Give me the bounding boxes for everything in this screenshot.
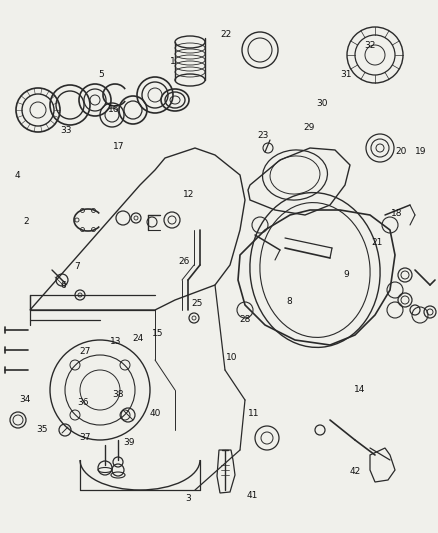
- Text: 20: 20: [395, 148, 406, 156]
- Text: 36: 36: [78, 398, 89, 407]
- Text: 21: 21: [371, 238, 382, 247]
- Text: 28: 28: [240, 316, 251, 324]
- Text: 14: 14: [353, 385, 365, 393]
- Text: 35: 35: [36, 425, 47, 433]
- Text: 13: 13: [110, 337, 122, 345]
- Text: 4: 4: [15, 172, 20, 180]
- Text: 9: 9: [343, 270, 349, 279]
- Text: 38: 38: [113, 390, 124, 399]
- Text: 7: 7: [74, 262, 80, 271]
- Text: 5: 5: [98, 70, 104, 79]
- Text: 10: 10: [226, 353, 238, 361]
- Text: 3: 3: [185, 494, 191, 503]
- Text: 16: 16: [108, 105, 120, 114]
- Text: 32: 32: [364, 41, 376, 50]
- Text: 31: 31: [340, 70, 352, 79]
- Text: 2: 2: [24, 217, 29, 225]
- Text: 33: 33: [60, 126, 71, 135]
- Text: 22: 22: [220, 30, 231, 39]
- Text: 1: 1: [170, 57, 176, 66]
- Text: 11: 11: [248, 409, 260, 417]
- Text: 34: 34: [19, 395, 31, 404]
- Text: 12: 12: [183, 190, 194, 199]
- Text: 23: 23: [257, 132, 268, 140]
- Text: 24: 24: [132, 334, 144, 343]
- Text: 8: 8: [286, 297, 292, 305]
- Text: 29: 29: [303, 124, 314, 132]
- Text: 27: 27: [80, 348, 91, 356]
- Text: 19: 19: [415, 148, 426, 156]
- Text: 17: 17: [113, 142, 124, 151]
- Text: 18: 18: [391, 209, 402, 217]
- Text: 26: 26: [178, 257, 190, 265]
- Text: 37: 37: [80, 433, 91, 441]
- Text: 6: 6: [60, 281, 67, 289]
- Text: 30: 30: [316, 100, 328, 108]
- Text: 42: 42: [349, 467, 360, 476]
- Text: 15: 15: [152, 329, 163, 337]
- Text: 39: 39: [124, 438, 135, 447]
- Text: 40: 40: [150, 409, 161, 417]
- Text: 41: 41: [246, 491, 258, 500]
- Text: 25: 25: [191, 300, 203, 308]
